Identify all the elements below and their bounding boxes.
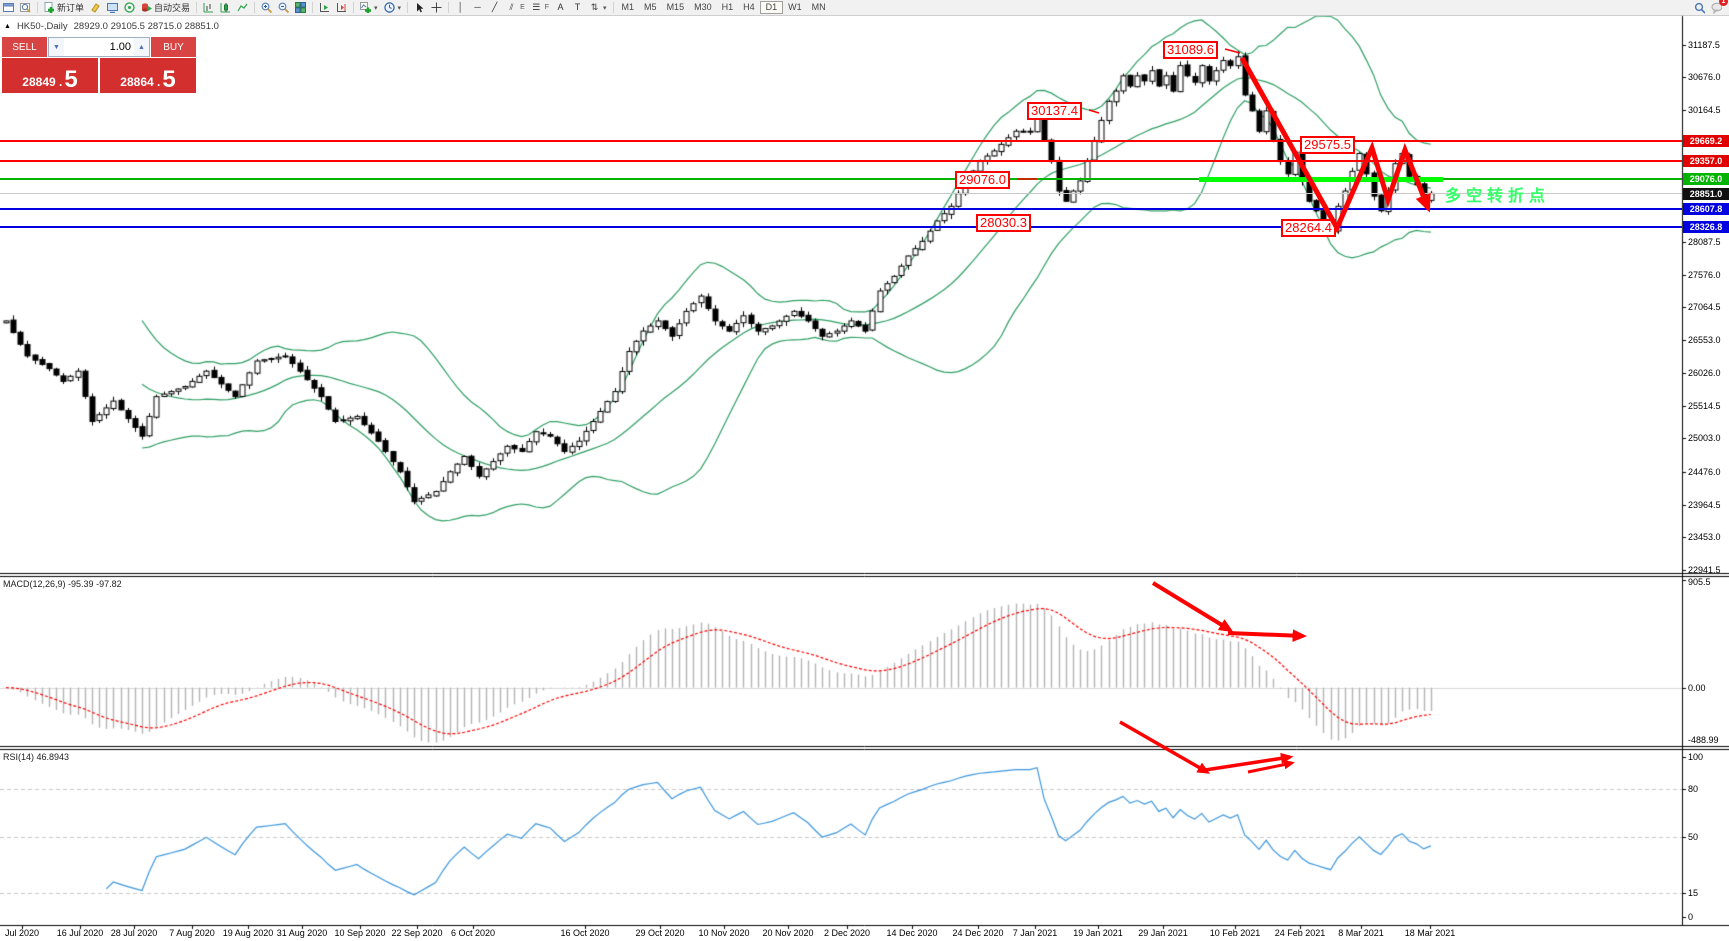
volume-value[interactable]: 1.00 <box>109 41 131 53</box>
turning-point-note: 多空转折点 <box>1445 188 1551 205</box>
volume-increase-button[interactable]: ▲ <box>134 38 149 56</box>
ohlc-values: 28929.0 29105.5 28715.0 28851.0 <box>73 21 219 32</box>
rsi-pane-label: RSI(14) 46.8943 <box>3 752 69 762</box>
macd-values: -95.39 -97.82 <box>68 579 122 589</box>
sell-price-button[interactable]: 28849 . 5 <box>2 58 98 93</box>
macd-pane-label: MACD(12,26,9) -95.39 -97.82 <box>3 579 122 589</box>
symbol-period-label: HK50-,Daily <box>16 21 68 32</box>
rsi-name: RSI(14) <box>3 752 35 762</box>
volume-decrease-button[interactable]: ▼ <box>49 38 64 56</box>
buy-price-button[interactable]: 28864 . 5 <box>100 58 196 93</box>
volume-stepper: ▼ 1.00 ▲ <box>48 37 150 57</box>
sell-price-big-digit: 5 <box>64 66 78 93</box>
buy-price-main: 28864 . <box>120 75 161 89</box>
buy-button[interactable]: BUY <box>151 37 196 57</box>
chart-symbol-header: ▲ HK50-,Daily 28929.0 29105.5 28715.0 28… <box>4 21 219 32</box>
one-click-trading-panel: SELL ▼ 1.00 ▲ BUY 28849 . 5 28864 . 5 <box>2 37 196 93</box>
macd-name: MACD(12,26,9) <box>3 579 66 589</box>
sell-price-main: 28849 . <box>22 75 63 89</box>
collapse-triangle-icon[interactable]: ▲ <box>4 23 11 30</box>
sell-button[interactable]: SELL <box>2 37 47 57</box>
buy-price-big-digit: 5 <box>162 66 176 93</box>
rsi-value: 46.8943 <box>36 752 70 762</box>
